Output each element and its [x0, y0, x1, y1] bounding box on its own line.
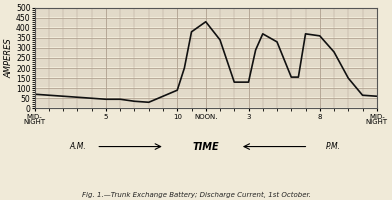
Text: A.M.: A.M.	[69, 142, 86, 151]
Y-axis label: AMPERES: AMPERES	[4, 38, 13, 78]
Text: P.M.: P.M.	[325, 142, 341, 151]
Text: Fig. 1.—Trunk Exchange Battery; Discharge Current, 1st October.: Fig. 1.—Trunk Exchange Battery; Discharg…	[82, 192, 310, 198]
Text: TIME: TIME	[192, 142, 219, 152]
